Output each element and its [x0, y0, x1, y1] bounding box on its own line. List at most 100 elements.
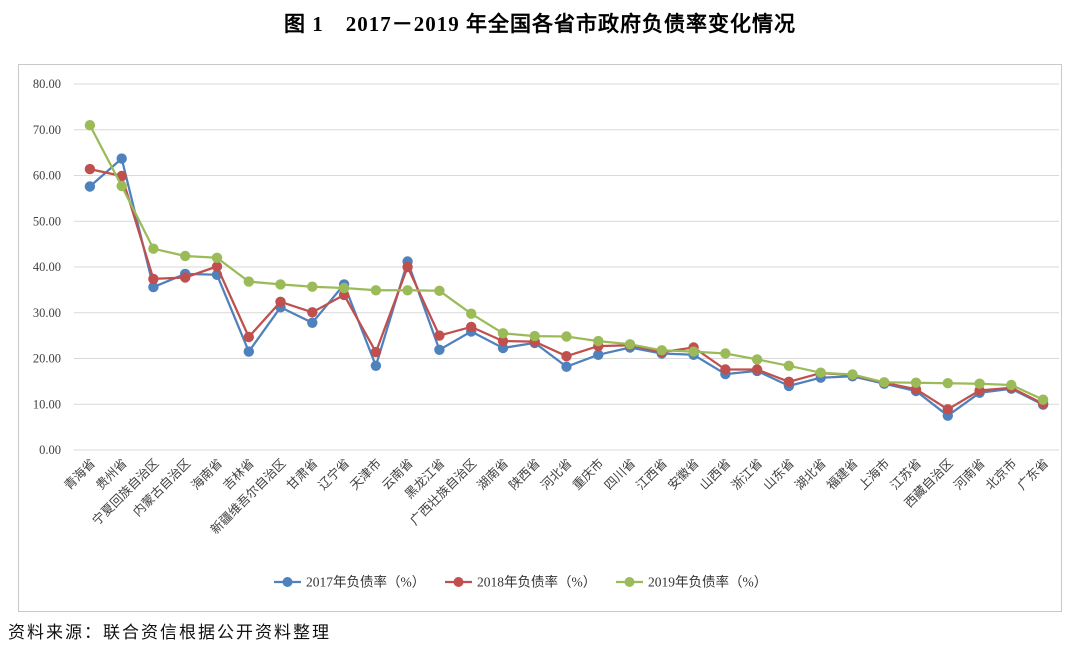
data-point [402, 285, 413, 296]
data-point [688, 346, 699, 357]
data-point [561, 361, 572, 372]
data-point [561, 331, 572, 342]
data-point [307, 317, 318, 328]
x-axis-labels: 青海省贵州省宁夏回族自治区内蒙古自治区海南省吉林省新疆维吾尔自治区甘肃省辽宁省天… [61, 456, 1051, 537]
chart-title: 图 1 2017－2019 年全国各省市政府负债率变化情况 [284, 12, 796, 36]
x-axis-label: 广东省 [1015, 456, 1051, 492]
x-axis-label: 福建省 [823, 456, 860, 493]
series-line [89, 168, 1044, 411]
x-axis-label: 山西省 [697, 456, 733, 492]
series-2019年负债率（%） [84, 120, 1049, 405]
data-point [910, 377, 922, 388]
data-point [84, 181, 96, 192]
data-point [338, 282, 350, 294]
x-axis-label: 江西省 [634, 456, 670, 492]
data-point [624, 339, 636, 350]
data-point [434, 285, 445, 296]
data-point [751, 364, 763, 375]
data-point [211, 261, 223, 272]
data-point [466, 308, 477, 319]
data-point [815, 367, 826, 378]
data-point [370, 285, 382, 296]
y-axis-tick-label: 80.00 [33, 77, 61, 91]
y-axis-tick-label: 70.00 [33, 123, 61, 137]
data-point [243, 346, 254, 357]
data-point [116, 170, 127, 182]
x-axis-label: 四川省 [602, 456, 638, 492]
legend-dot-marker [624, 577, 635, 587]
x-axis-label: 海南省 [188, 456, 225, 493]
y-axis-tick-label: 20.00 [33, 352, 61, 366]
y-axis-tick-labels: 0.00 10.00 20.00 30.00 40.00 50.00 60.00 70.00 8… [33, 77, 61, 457]
data-point [243, 276, 254, 287]
x-axis-label: 安徽省 [665, 456, 702, 493]
legend: 2017年负债率（%） 2018年负债率（%） 2019年负债率（%） [274, 574, 767, 590]
data-point [942, 378, 953, 389]
x-axis-label: 湖北省 [792, 456, 829, 493]
x-axis-label: 河南省 [951, 456, 988, 493]
data-point [847, 369, 858, 380]
x-axis-label: 北京市 [982, 456, 1019, 493]
data-point [1037, 394, 1049, 405]
x-axis-label: 山东省 [761, 456, 797, 492]
data-point [84, 120, 96, 131]
x-axis-label: 浙江省 [728, 456, 765, 493]
x-axis-label: 甘肃省 [284, 456, 320, 492]
source-note: 资料来源：联合资信根据公开资料整理 [8, 623, 331, 642]
data-point [593, 335, 604, 347]
data-point [720, 364, 731, 375]
data-point [180, 250, 191, 262]
data-point [243, 331, 254, 343]
data-point [370, 346, 382, 358]
data-point [370, 360, 382, 371]
data-point [593, 349, 604, 360]
data-point [84, 163, 96, 175]
legend-item-2018年负债率（%）: 2018年负债率（%） [445, 574, 596, 590]
data-point [402, 261, 413, 273]
y-axis-tick-label: 60.00 [33, 169, 61, 183]
x-axis-label: 上海市 [855, 456, 892, 493]
data-point [307, 307, 318, 318]
x-axis-label: 湖南省 [474, 456, 511, 493]
data-point [275, 296, 286, 307]
legend-label: 2018年负债率（%） [477, 574, 596, 590]
data-point [529, 330, 540, 342]
data-point [307, 281, 318, 292]
data-point [497, 335, 509, 347]
data-point [974, 378, 985, 389]
data-point [783, 360, 795, 371]
data-point [148, 281, 159, 293]
x-axis-label: 陕西省 [506, 456, 543, 493]
series-line [89, 157, 1044, 417]
series-2017年负债率（%） [84, 153, 1049, 421]
data-point [783, 376, 795, 387]
data-point [434, 330, 445, 341]
y-axis-tick-label: 30.00 [33, 306, 61, 320]
data-point [561, 351, 572, 362]
x-axis-label: 青海省 [61, 456, 98, 493]
x-axis-label: 天津市 [347, 456, 384, 493]
legend-label: 2019年负债率（%） [648, 574, 767, 590]
data-point [751, 354, 763, 365]
data-point [1006, 379, 1017, 391]
data-point [720, 348, 731, 359]
data-point [180, 272, 191, 283]
series-2018年负债率（%） [84, 163, 1049, 415]
data-point [879, 377, 890, 388]
data-point [275, 279, 286, 290]
legend-label: 2017年负债率（%） [306, 574, 425, 590]
data-point [148, 273, 159, 285]
legend-dot-marker [282, 577, 293, 587]
data-point [942, 404, 953, 415]
data-point [497, 328, 509, 339]
line-chart: 0.00 10.00 20.00 30.00 40.00 50.00 60.00 70.00 8… [33, 77, 1059, 590]
data-point [656, 345, 667, 356]
legend-item-2017年负债率（%）: 2017年负债率（%） [274, 574, 425, 590]
x-axis-label: 辽宁省 [315, 456, 352, 493]
y-axis-tick-label: 0.00 [39, 443, 61, 457]
data-point [466, 321, 477, 333]
y-axis-tick-label: 10.00 [33, 397, 61, 411]
legend-dot-marker [453, 577, 464, 587]
data-point [211, 252, 223, 263]
data-point [116, 180, 127, 192]
